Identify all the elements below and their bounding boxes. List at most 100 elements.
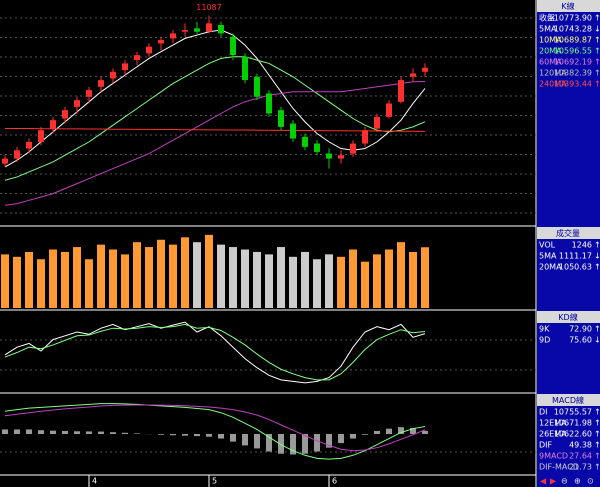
candle-body [182,30,188,32]
legend-value: 10773.90 [554,14,592,23]
volume-bar [133,242,141,308]
candle-body [122,63,128,71]
candle-body [410,73,416,77]
legend-arrow: ↑ [594,47,600,56]
candle-body [14,150,20,159]
legend-label: 12EMA [539,419,567,428]
candle-body [170,33,176,39]
osc-bar [242,434,248,446]
legend-arrow: ↑ [594,452,600,461]
osc-bar [14,429,20,434]
indicator-line [4,56,426,181]
candle-body [98,80,104,87]
osc-bar [38,430,44,434]
osc-bar [326,434,332,448]
legend-arrow: ↑ [594,430,600,439]
osc-bar [74,431,80,434]
legend-value: 10755.57 [554,408,592,417]
indicator-line [4,403,426,460]
panel-title: K線 [561,1,574,11]
osc-bar [302,434,308,454]
candle-body [362,130,368,144]
legend-value: 10743.28 [554,25,592,34]
volume-bar [145,247,153,308]
legend-arrow: ↑ [594,408,600,417]
panel-header [537,0,600,12]
panel-header [537,227,600,239]
legend-label: 9D [539,336,550,345]
volume-bar [361,261,369,308]
legend-label: DIF-MACD [539,463,579,472]
candle-body [230,36,236,56]
candle-body [134,55,140,61]
osc-bar [86,431,92,434]
legend-value: 10382.39 [554,69,592,78]
osc-bar [314,434,320,452]
volume-bar [241,249,249,308]
osc-bar [158,434,164,435]
legend-label: 240MA [539,80,567,89]
legend-label: 5MA [539,252,557,261]
osc-bar [350,434,356,439]
candle-body [194,28,200,32]
candle-body [74,100,80,107]
volume-bar [421,247,429,308]
indicator-line [4,321,426,384]
legend-value: 10692.19 [554,58,592,67]
osc-bar [98,431,104,434]
volume-bar [253,251,261,308]
legend-label: 120MA [539,69,567,78]
volume-bar [337,256,345,308]
osc-bar [62,430,68,434]
osc-bar [254,434,260,449]
volume-bar [265,254,273,308]
volume-bar [37,259,45,308]
legend-arrow: ↑ [594,419,600,428]
zoom-icon[interactable]: ⊙ [587,477,594,486]
candle-body [218,25,224,34]
volume-bar [325,254,333,308]
next-icon[interactable]: ▶ [550,477,557,486]
legend-arrow: ↑ [594,463,600,472]
volume-bar [289,256,297,308]
osc-bar [218,434,224,439]
candle-body [398,80,404,102]
panel-header [537,311,600,323]
zoom-icon[interactable]: ⊕ [574,477,581,486]
legend-arrow: ↑ [594,441,600,450]
legend-label: DIF [539,441,553,450]
osc-bar [170,434,176,436]
legend-label: 5MA [539,25,557,34]
zoom-icon[interactable]: ⊖ [561,477,568,486]
legend-arrow: ↑ [594,58,600,67]
volume-bar [301,251,309,308]
legend-value: 10393.44 [554,80,592,89]
volume-bar [349,249,357,308]
prev-icon[interactable]: ◀ [540,477,547,486]
indicator-line [4,323,426,381]
osc-bar [362,434,368,435]
candle-body [38,130,44,142]
candle-body [158,40,164,44]
volume-bar [13,256,21,308]
panel-title: 成交量 [556,228,580,238]
legend-label: 60MA [539,58,562,67]
candle-body [50,120,56,129]
candle-body [422,67,428,72]
legend-arrow: ↑ [594,69,600,78]
volume-bar [97,244,105,308]
legend-value: 1111.17 [559,252,592,261]
legend-arrow: ↑ [594,241,600,250]
candle-body [242,56,248,81]
volume-bar [205,234,213,308]
volume-bar [373,254,381,308]
high-label: 11087 [196,3,221,12]
legend-value: 75.60 [569,336,592,345]
volume-bar [85,259,93,308]
candle-body [86,90,92,97]
volume-bar [157,239,165,308]
volume-bar [229,247,237,308]
panel-title: KD線 [558,312,577,322]
legend-arrow: ↓ [594,336,600,345]
